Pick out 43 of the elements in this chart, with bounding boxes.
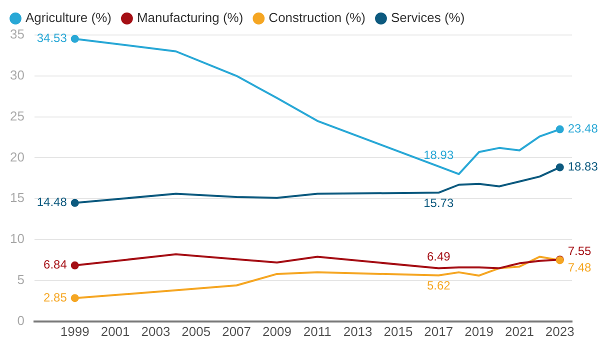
legend-label: Agriculture (%) (26, 10, 112, 26)
data-label: 5.62 (426, 278, 451, 293)
y-tick-label: 30 (10, 67, 24, 82)
data-label: 14.48 (36, 195, 68, 210)
data-label: 23.48 (568, 122, 598, 136)
y-tick-label: 20 (10, 149, 24, 164)
data-label: 15.73 (424, 196, 454, 210)
legend-label: Services (%) (390, 10, 465, 26)
y-tick-label: 25 (10, 108, 24, 124)
point (556, 125, 564, 134)
x-tick-label: 2017 (424, 324, 454, 339)
x-tick-label: 2009 (262, 324, 292, 339)
x-tick-label: 2015 (384, 324, 413, 339)
x-tick-label: 1999 (60, 324, 90, 339)
data-label: 6.84 (44, 258, 68, 272)
point (70, 294, 79, 302)
x-tick-label: 2007 (222, 324, 252, 339)
data-label: 6.49 (426, 250, 451, 264)
data-label: 2.85 (44, 290, 68, 304)
x-tick-label: 2011 (303, 324, 332, 339)
y-tick-label: 0 (17, 312, 24, 328)
data-label: 7.55 (568, 244, 592, 258)
x-tick-label: 2019 (464, 324, 494, 339)
x-tick-label: 2003 (141, 324, 170, 339)
y-tick-label: 15 (10, 190, 24, 206)
data-label: 7.48 (568, 260, 592, 275)
x-tick-label: 2005 (182, 324, 211, 339)
point (70, 261, 79, 270)
data-label: 18.83 (568, 160, 598, 174)
data-label: 34.53 (36, 31, 68, 46)
point (70, 34, 79, 43)
y-tick-label: 5 (17, 272, 24, 288)
y-tick-label: 35 (10, 26, 24, 42)
point (556, 163, 564, 172)
x-tick-label: 2021 (505, 324, 534, 339)
point (70, 198, 79, 207)
legend-label: Construction (%) (268, 10, 366, 26)
legend-label: Manufacturing (%) (136, 10, 244, 26)
y-tick-label: 10 (10, 231, 24, 246)
data-label: 18.93 (424, 148, 454, 162)
x-tick-label: 2001 (100, 324, 130, 339)
x-tick-label: 2013 (343, 324, 372, 339)
x-tick-label: 2023 (545, 324, 574, 339)
